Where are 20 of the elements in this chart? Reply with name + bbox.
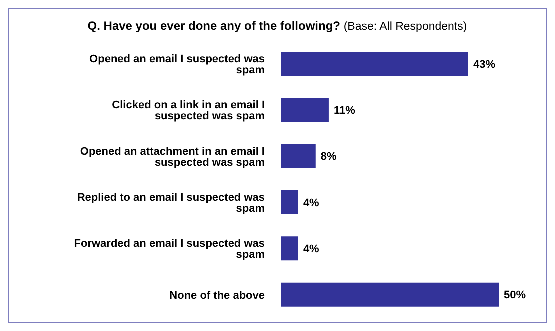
- chart-subtitle: (Base: All Respondents): [344, 21, 468, 33]
- y-tick-label: Forwarded an email I suspected was spam: [74, 238, 266, 262]
- data-label: 8%: [320, 151, 337, 164]
- data-label: 50%: [504, 290, 526, 302]
- y-tick-label: Replied to an email I suspected was spam: [77, 192, 266, 215]
- bar: [281, 144, 316, 168]
- data-label: 11%: [334, 105, 356, 118]
- bar: [281, 52, 468, 76]
- chart-title: Q. Have you ever done any of the following?: [88, 19, 340, 33]
- y-tick-label: Opened an email I suspected was spam: [90, 53, 266, 76]
- data-label: 4%: [303, 244, 320, 256]
- bar: [281, 236, 298, 261]
- y-tick-label: Clicked on a link in an email I suspected was spam: [112, 100, 266, 123]
- bar: [281, 98, 329, 122]
- y-tick-label: None of the above: [170, 290, 265, 302]
- data-label: 4%: [303, 197, 320, 210]
- data-label: 43%: [473, 58, 496, 71]
- bar: [281, 190, 298, 214]
- y-tick-label: Opened an attachment in an email I suspected was spam: [80, 146, 266, 169]
- bar: [281, 282, 499, 307]
